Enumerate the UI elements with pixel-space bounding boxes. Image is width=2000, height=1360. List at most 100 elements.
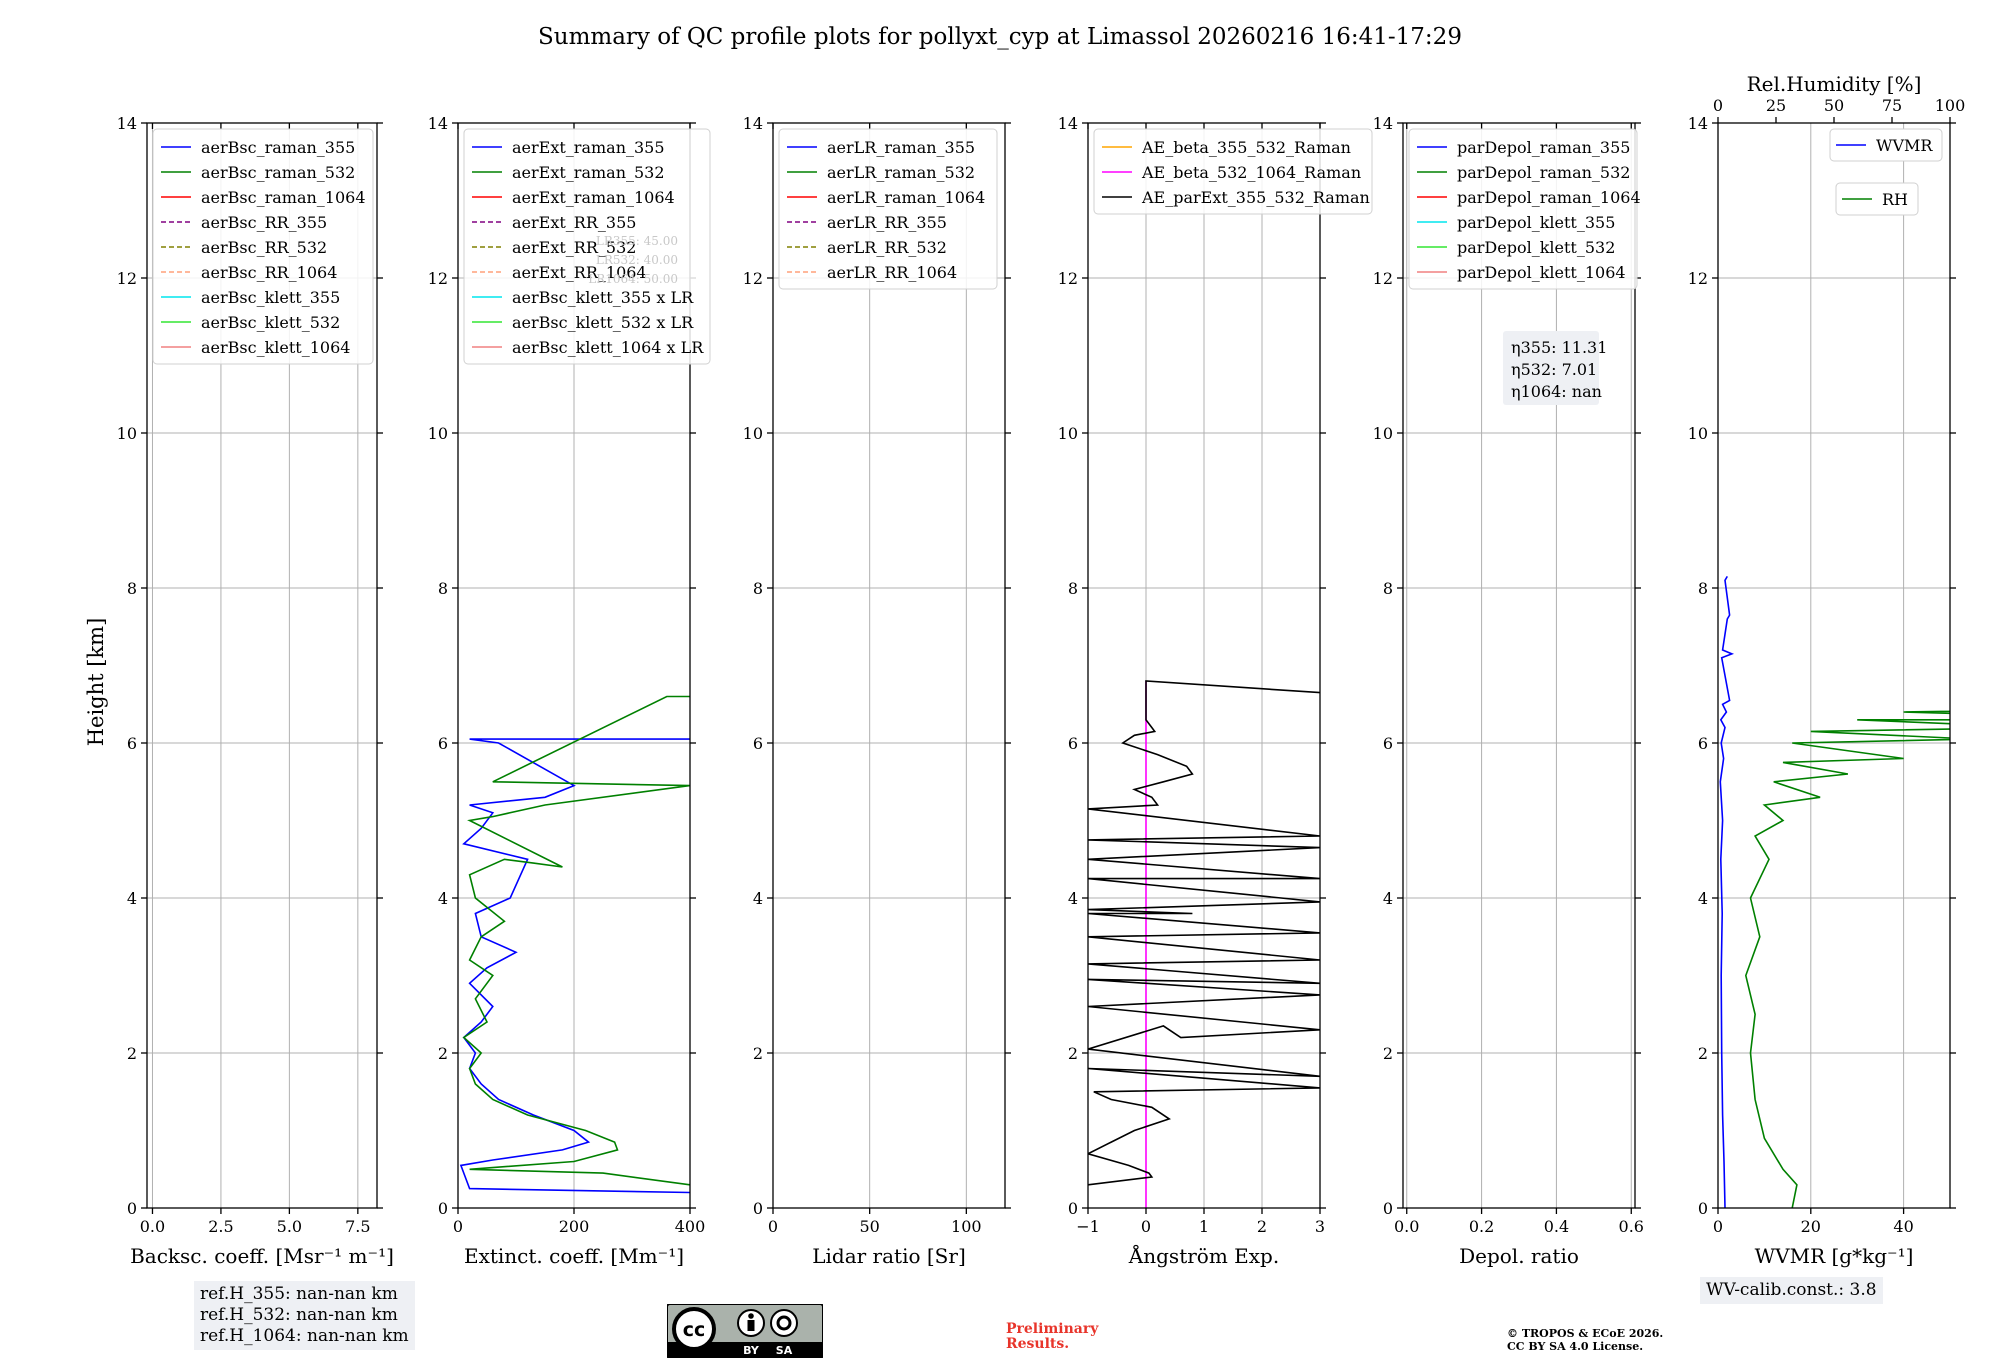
y-tick-label: 4 xyxy=(1068,889,1078,908)
eta-annotation: η355: 11.31 xyxy=(1511,338,1607,357)
series-line-aerExt_raman_355 xyxy=(459,738,690,1194)
cc-by-sa-logo: cc BY SA xyxy=(667,1304,823,1358)
y-tick-label: 2 xyxy=(438,1044,448,1063)
preliminary-line-1: Preliminary xyxy=(1006,1321,1099,1337)
x2-tick-label: 25 xyxy=(1766,96,1786,115)
y-tick-label: 4 xyxy=(1698,889,1708,908)
x-tick-label: 0.0 xyxy=(140,1217,165,1236)
legend-label: parDepol_klett_355 xyxy=(1457,213,1615,232)
x2-axis-label: Rel.Humidity [%] xyxy=(1747,72,1922,96)
legend-label: aerExt_RR_1064 xyxy=(512,263,647,282)
x-tick-label: −1 xyxy=(1076,1217,1100,1236)
panel-2: 0 200 400 0 2 4 6 8 10 12 14 Extinct. coeff. [Mm⁻¹]… xyxy=(428,114,711,1268)
x-tick-label: 50 xyxy=(859,1217,879,1236)
y-tick-label: 0 xyxy=(438,1199,448,1218)
x-tick-label: 2 xyxy=(1257,1217,1267,1236)
eta-box xyxy=(1503,331,1599,405)
x-axis-label: Lidar ratio [Sr] xyxy=(812,1244,966,1268)
legend-label: RH xyxy=(1882,190,1908,209)
y-tick-label: 6 xyxy=(127,734,137,753)
cc-sa-label: SA xyxy=(776,1344,793,1357)
x-axis-label: Backsc. coeff. [Msr⁻¹ m⁻¹] xyxy=(130,1244,394,1268)
preliminary-results-note: Preliminary Results. xyxy=(1006,1322,1098,1352)
y-tick-label: 0 xyxy=(127,1199,137,1218)
legend-label: aerBsc_RR_355 xyxy=(201,213,327,232)
cc-circle-icon xyxy=(672,1307,716,1351)
y-tick-label: 2 xyxy=(1383,1044,1393,1063)
x-tick-label: 0 xyxy=(1713,1217,1723,1236)
legend-label: aerExt_RR_532 xyxy=(512,238,636,257)
cc-logo-text: cc xyxy=(683,1319,706,1341)
y-tick-label: 4 xyxy=(127,889,137,908)
copyright-line-1: © TROPOS & ECoE 2026. xyxy=(1507,1327,1664,1340)
legend-label: aerLR_raman_355 xyxy=(827,138,975,157)
y-tick-label: 2 xyxy=(1698,1044,1708,1063)
y-tick-label: 0 xyxy=(753,1199,763,1218)
x-tick-label: 5.0 xyxy=(277,1217,302,1236)
y-tick-label: 2 xyxy=(753,1044,763,1063)
y-tick-label: 14 xyxy=(1058,114,1078,133)
x-tick-label: 7.5 xyxy=(345,1217,370,1236)
y-tick-label: 8 xyxy=(1698,579,1708,598)
lr-annotation: LR532: 40.00 xyxy=(596,253,678,267)
ref-height-532: ref.H_532: nan-nan km xyxy=(200,1305,398,1325)
y-tick-label: 8 xyxy=(1068,579,1078,598)
y-tick-label: 4 xyxy=(1383,889,1393,908)
y-tick-label: 2 xyxy=(127,1044,137,1063)
y-tick-label: 6 xyxy=(1068,734,1078,753)
legend-label: aerBsc_raman_1064 xyxy=(201,188,366,207)
cc-by-label: BY xyxy=(743,1344,760,1357)
y-tick-label: 8 xyxy=(127,579,137,598)
y-tick-label: 10 xyxy=(743,424,763,443)
legend-label: aerBsc_klett_1064 xyxy=(201,338,350,357)
legend-label: AE_beta_355_532_Raman xyxy=(1141,138,1351,157)
y-tick-label: 6 xyxy=(1383,734,1393,753)
y-tick-label: 14 xyxy=(743,114,763,133)
legend-box xyxy=(1093,128,1373,215)
y-tick-label: 0 xyxy=(1068,1199,1078,1218)
axes-frame xyxy=(1402,122,1636,1209)
x-tick-label: 0 xyxy=(1141,1217,1151,1236)
y-tick-label: 10 xyxy=(117,424,137,443)
legend-label: aerLR_RR_1064 xyxy=(827,263,957,282)
y-tick-label: 6 xyxy=(753,734,763,753)
copyright-line-2: CC BY SA 4.0 License. xyxy=(1507,1340,1644,1353)
y-tick-label: 0 xyxy=(1698,1199,1708,1218)
x-tick-label: 0 xyxy=(768,1217,778,1236)
legend-label: aerBsc_RR_1064 xyxy=(201,263,337,282)
lr-annotation: LR355: 45.00 xyxy=(596,234,678,248)
legend-label: parDepol_raman_355 xyxy=(1457,138,1630,157)
legend-label: parDepol_raman_532 xyxy=(1457,163,1630,182)
panel-1: 0.0 2.5 5.0 7.5 0 2 4 6 8 10 12 14 Backsc. coeff. [M… xyxy=(117,114,394,1268)
legend-label: aerLR_raman_532 xyxy=(827,163,975,182)
x-tick-label: 200 xyxy=(559,1217,590,1236)
legend-label: aerBsc_klett_355 x LR xyxy=(512,288,694,307)
legend-label: aerExt_raman_1064 xyxy=(512,188,675,207)
legend-label: aerBsc_raman_532 xyxy=(201,163,355,182)
x-tick-label: 0.4 xyxy=(1544,1217,1569,1236)
x2-tick-label: 100 xyxy=(1935,96,1966,115)
x-axis-label: Ångström Exp. xyxy=(1128,1243,1279,1268)
x-tick-label: 40 xyxy=(1893,1217,1913,1236)
y-tick-label: 8 xyxy=(753,579,763,598)
copyright-note: © TROPOS & ECoE 2026. CC BY SA 4.0 Licen… xyxy=(1507,1327,1663,1353)
eta-annotation: η1064: nan xyxy=(1511,382,1602,401)
legend-label: aerLR_RR_355 xyxy=(827,213,947,232)
lr-annotation: LR1064: 50.00 xyxy=(588,272,678,286)
x-tick-label: 20 xyxy=(1801,1217,1821,1236)
x-tick-label: 1 xyxy=(1199,1217,1209,1236)
y-tick-label: 4 xyxy=(438,889,448,908)
x-axis-label: Extinct. coeff. [Mm⁻¹] xyxy=(464,1244,684,1268)
y-tick-label: 6 xyxy=(438,734,448,753)
share-alike-icon xyxy=(770,1309,798,1337)
x-tick-label: 0 xyxy=(453,1217,463,1236)
y-tick-label: 12 xyxy=(1058,269,1078,288)
panel-3: 0 50 100 0 2 4 6 8 10 12 14 Lidar ratio [Sr] aerLR_r… xyxy=(743,114,1011,1268)
y-tick-label: 8 xyxy=(1383,579,1393,598)
y-tick-label: 12 xyxy=(117,269,137,288)
ref-height-1064: ref.H_1064: nan-nan km xyxy=(200,1326,409,1346)
series-line-WVMR xyxy=(1719,575,1735,1208)
